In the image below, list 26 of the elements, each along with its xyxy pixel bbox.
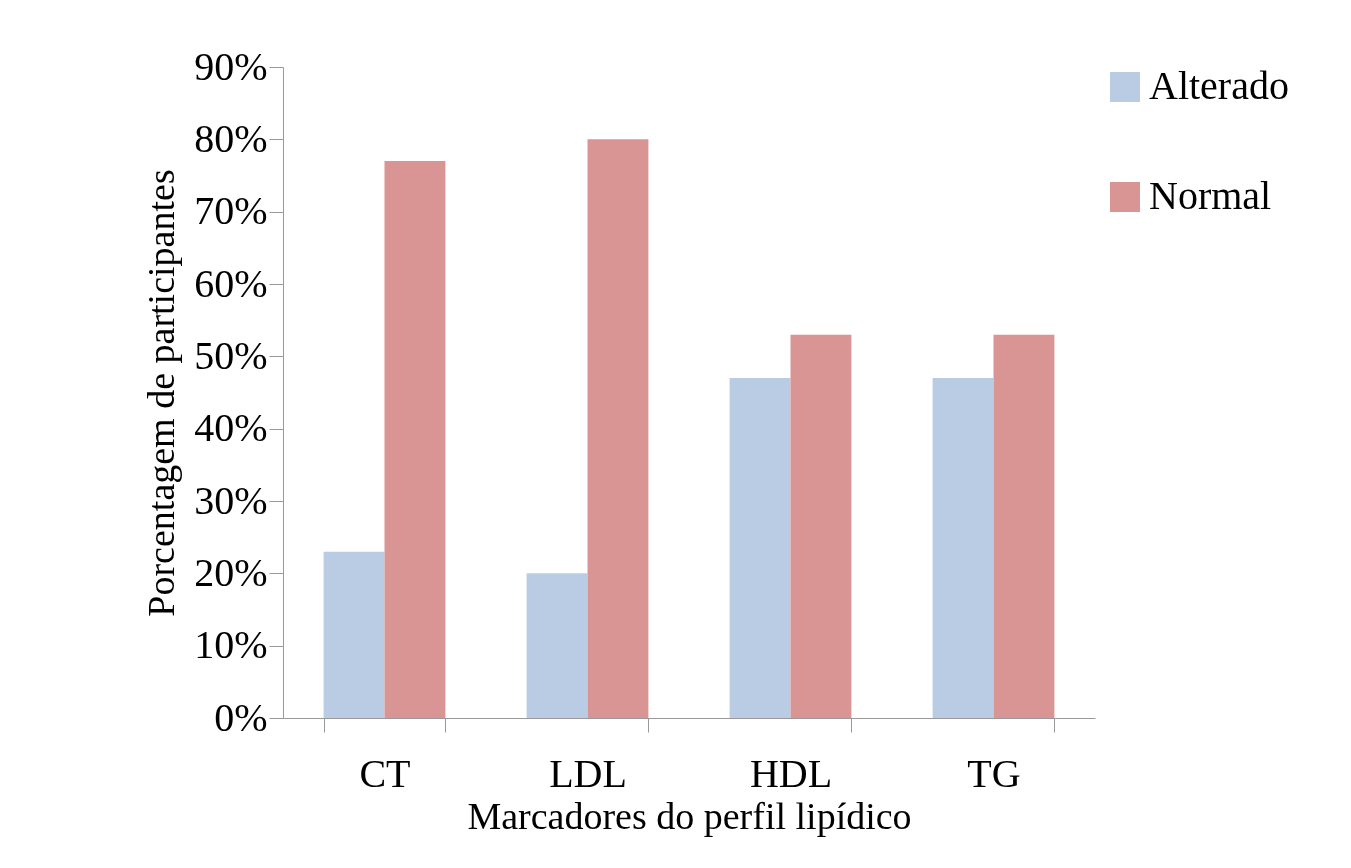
y-tick-label: 0%: [214, 694, 268, 740]
y-tick-label: 50%: [194, 332, 268, 378]
y-tick-label: 20%: [194, 549, 268, 595]
y-tick-label: 80%: [194, 115, 268, 161]
y-tick-label: 70%: [194, 188, 268, 234]
bar: [587, 139, 649, 718]
bar: [993, 334, 1055, 718]
bar: [729, 378, 791, 718]
x-tick-label: CT: [359, 750, 411, 796]
legend-label: Normal: [1149, 173, 1272, 218]
bar: [323, 551, 385, 718]
legend-label: Alterado: [1149, 63, 1289, 108]
y-tick-label: 90%: [194, 43, 268, 89]
bar: [526, 573, 588, 718]
y-tick-label: 30%: [194, 477, 268, 523]
x-axis-title: Marcadores do perfil lipídico: [467, 794, 912, 837]
bar: [932, 378, 994, 718]
bar: [790, 334, 852, 718]
bar: [384, 161, 446, 718]
y-tick-label: 40%: [194, 405, 268, 451]
x-tick-label: LDL: [549, 750, 627, 796]
y-axis-title: Porcentagem de participantes: [140, 169, 183, 617]
x-tick-label: HDL: [749, 750, 833, 796]
y-tick-label: 60%: [194, 260, 268, 306]
y-tick-label: 10%: [194, 622, 268, 668]
x-tick-label: TG: [967, 750, 1021, 796]
